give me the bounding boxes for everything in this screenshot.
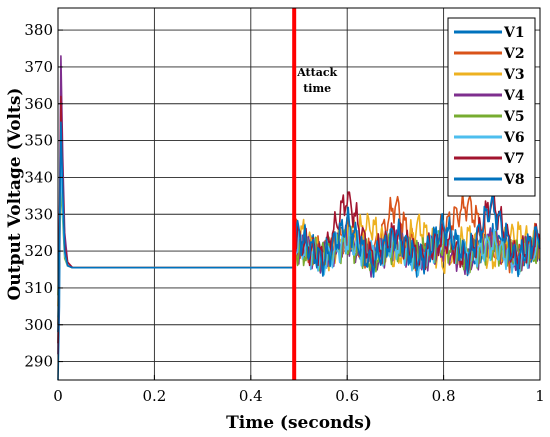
y-tick-label: 350 [24, 132, 53, 150]
attack-label: Attack [296, 66, 337, 79]
y-tick-label: 330 [24, 205, 53, 223]
y-tick-label: 380 [24, 21, 53, 39]
x-tick-label: 0.4 [239, 387, 263, 405]
series-lines [57, 55, 541, 381]
legend: V1 V2 V3 V4 V5 V6 V7 V8 [447, 17, 536, 197]
y-tick-label: 300 [24, 316, 53, 334]
attack-label: time [303, 82, 331, 95]
series-line-v8 [57, 121, 541, 333]
x-tick-label: 0 [53, 387, 63, 405]
y-tick-label: 290 [24, 353, 53, 371]
y-tick-label: 320 [24, 242, 53, 260]
legend-label: V6 [503, 130, 525, 146]
y-tick-label: 370 [24, 58, 53, 76]
x-axis-label: Time (seconds) [226, 413, 372, 433]
legend-label: V2 [503, 46, 525, 62]
y-tick-label: 310 [24, 279, 53, 297]
legend-box [447, 17, 536, 197]
legend-label: V1 [503, 25, 525, 41]
x-tick-label: 0.6 [335, 387, 359, 405]
x-axis-ticks: 0 0.2 0.4 0.6 0.8 1 [53, 375, 545, 405]
y-tick-label: 360 [24, 95, 53, 113]
x-tick-label: 1 [535, 387, 545, 405]
legend-label: V8 [503, 172, 525, 188]
y-axis-ticks: 290 300 310 320 330 340 350 360 370 380 [24, 21, 63, 371]
series-line-v6 [57, 158, 541, 318]
legend-label: V5 [503, 109, 525, 125]
y-axis-label: Output Voltage (Volts) [5, 88, 25, 301]
x-tick-label: 0.2 [142, 387, 166, 405]
legend-label: V3 [503, 67, 525, 83]
plot-border [57, 7, 541, 381]
y-tick-label: 340 [24, 168, 53, 186]
legend-label: V4 [503, 88, 525, 104]
legend-label: V7 [503, 151, 525, 167]
x-tick-label: 0.8 [432, 387, 456, 405]
